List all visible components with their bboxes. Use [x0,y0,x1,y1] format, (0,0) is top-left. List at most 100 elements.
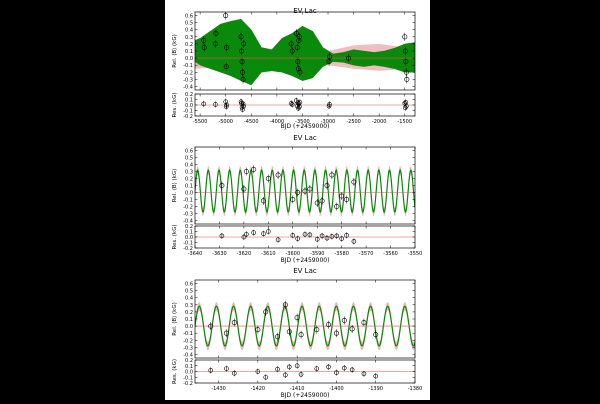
residual-point [224,366,229,371]
data-point [351,179,357,185]
data-point [361,320,367,326]
y-tick-label: 0.3 [185,35,193,41]
data-point [223,64,229,70]
data-point [326,322,332,328]
y-axis-label: Rel. ⟨B⟩ (kG) [171,302,178,336]
data-point [294,315,300,321]
data-point [275,334,281,340]
residual-point [361,371,367,377]
residual-point [255,369,261,374]
y-tick-label: -0.2 [183,205,193,211]
residual-point [302,231,308,237]
x-tick-label: -2000 [372,119,387,125]
residual-point [334,233,340,239]
x-tick-label: -5500 [193,119,208,125]
residual-point [314,236,320,242]
x-tick-label: -1420 [251,386,266,392]
data-point [243,169,249,175]
residual-point [404,103,409,109]
y-tick-label: -0.3 [183,212,193,218]
x-tick-label: -3590 [310,251,325,257]
data-point [240,69,246,75]
residual-point [244,231,249,237]
residual-point [219,233,225,239]
data-point [286,329,292,335]
residual-point [240,101,246,107]
y-tick-label: -0.4 [183,219,193,225]
x-tick-label: -4500 [244,119,259,125]
data-point [289,48,295,54]
data-point [275,172,281,178]
residual-point [295,236,300,241]
residual-point [240,107,245,112]
x-tick-label: -1400 [329,386,344,392]
residual-y-tick-label: -0.2 [183,246,193,252]
y-tick-label: 0.3 [185,303,193,309]
data-point [288,41,294,47]
x-tick-label: -3570 [359,251,374,257]
residual-point [351,239,357,244]
data-point [260,198,266,204]
y-tick-label: 0.0 [185,56,193,62]
residual-point [334,370,339,375]
data-point [223,330,229,336]
model-curve [195,305,415,347]
data-point [324,183,330,189]
data-point [403,69,409,75]
x-tick-label: -3600 [286,251,301,257]
data-point [295,59,301,65]
y-tick-label: -0.3 [183,77,193,83]
data-point [373,332,379,338]
residual-point [224,102,230,108]
data-point [239,48,245,54]
y-tick-label: -0.1 [183,198,193,204]
x-tick-label: -1500 [398,119,413,125]
y-tick-label: -0.4 [183,352,193,358]
y-tick-label: -0.2 [183,338,193,344]
chart-title: EV Lac [293,134,317,142]
data-point [212,41,218,47]
data-point [334,204,340,210]
residual-point [288,101,294,106]
data-point [341,317,347,323]
data-point [344,197,350,203]
x-axis-label: BJD (+2459000) [281,257,330,264]
data-point [295,190,301,196]
residual-y-tick-label: -0.1 [183,375,193,381]
model-envelope [195,18,415,86]
residual-point [326,364,331,370]
residual-point [402,101,408,106]
data-point [263,309,269,315]
residual-point [275,237,281,243]
y-tick-label: -0.2 [183,70,193,76]
data-point [302,188,308,194]
y-tick-label: 0.6 [185,282,193,288]
x-tick-label: -1380 [408,386,423,392]
y-axis-label: Rel. ⟨B⟩ (kG) [171,169,178,203]
residual-y-tick-label: -0.2 [183,381,193,387]
residual-y-tick-label: 0.0 [185,103,193,109]
residual-point [297,99,303,105]
y-tick-label: -0.4 [183,84,193,90]
y-tick-label: 0.1 [185,49,193,55]
chart-title: EV Lac [293,267,317,275]
residual-point [324,235,330,241]
data-point [326,59,332,65]
x-axis-label: BJD (+2459000) [281,123,330,130]
residual-point [327,102,332,107]
data-point [241,186,247,192]
y-tick-label: 0.1 [185,184,193,190]
x-axis-label: BJD (+2459000) [281,392,330,399]
data-point [339,193,345,199]
data-point [345,55,351,61]
data-point [251,166,257,172]
residual-y-tick-label: 0.1 [185,364,193,370]
residual-point [341,365,347,371]
data-point [349,326,355,332]
data-point [296,34,302,40]
y-tick-label: 0.4 [185,163,193,169]
residual-point [307,232,313,238]
data-point [201,37,207,43]
y-tick-label: 0.2 [185,177,193,183]
residual-point [275,366,280,372]
